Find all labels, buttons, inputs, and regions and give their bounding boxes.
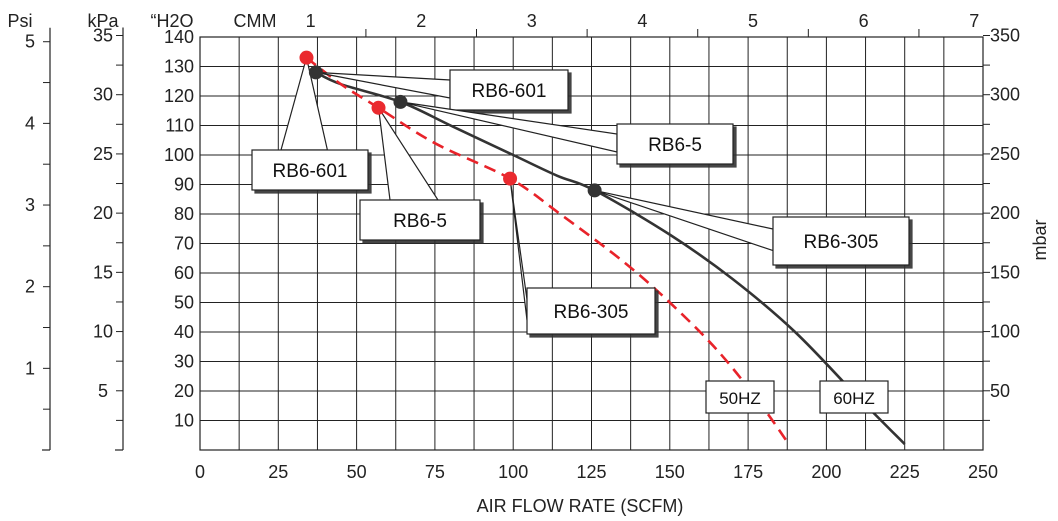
h2o-tick-label: 40 (174, 322, 194, 342)
psi-tick-label: 3 (25, 195, 35, 215)
marker-point (393, 94, 408, 109)
callout-label: RB6-601 (273, 161, 348, 182)
marker-point (308, 65, 323, 80)
kpa-axis-title: kPa (87, 11, 119, 31)
x-tick-label: 225 (890, 462, 920, 482)
cmm-tick-label: 7 (969, 11, 979, 31)
h2o-tick-label: 120 (164, 86, 194, 106)
mbar-tick-label: 100 (990, 322, 1020, 342)
h2o-tick-label: 130 (164, 57, 194, 77)
x-tick-label: 250 (968, 462, 998, 482)
cmm-tick-label: 1 (306, 11, 316, 31)
cmm-axis-title: CMM (234, 11, 277, 31)
callout-pointer (594, 189, 774, 252)
callouts (251, 57, 910, 414)
mbar-tick-label: 200 (990, 203, 1020, 223)
callout-label: RB6-5 (648, 135, 702, 156)
cmm-tick-label: 6 (859, 11, 869, 31)
series-legend-box (705, 380, 775, 414)
x-tick-label: 0 (195, 462, 205, 482)
h2o-tick-label: 50 (174, 293, 194, 313)
mbar-tick-label: 50 (990, 381, 1010, 401)
psi-tick-label: 2 (25, 277, 35, 297)
psi-axis-title: Psi (7, 11, 32, 31)
markers (299, 50, 602, 198)
marker-point (503, 171, 518, 186)
h2o-tick-label: 20 (174, 381, 194, 401)
callout-label: RB6-305 (804, 232, 879, 253)
callout-box (772, 216, 910, 266)
cmm-tick-label: 2 (416, 11, 426, 31)
kpa-tick-label: 15 (93, 262, 113, 282)
kpa-tick-label: 5 (98, 381, 108, 401)
mbar-tick-label: 350 (990, 25, 1020, 45)
x-tick-label: 125 (576, 462, 606, 482)
psi-tick-label: 4 (25, 113, 35, 133)
kpa-tick-label: 10 (93, 322, 113, 342)
h2o-axis-title: “H2O (150, 11, 193, 31)
x-tick-label: 75 (425, 462, 445, 482)
axes (42, 27, 990, 451)
x-axis-title: AIR FLOW RATE (SCFM) (477, 496, 684, 516)
callout-pointer (509, 178, 528, 321)
psi-tick-label: 1 (25, 358, 35, 378)
marker-point (587, 183, 602, 198)
mbar-axis-title: mbar (1030, 219, 1050, 260)
series-legend-label: 50HZ (719, 389, 761, 408)
h2o-tick-label: 70 (174, 234, 194, 254)
kpa-tick-label: 25 (93, 144, 113, 164)
mbar-tick-label: 250 (990, 144, 1020, 164)
plot-frame (199, 36, 984, 451)
x-tick-label: 200 (811, 462, 841, 482)
callout-label: RB6-305 (554, 302, 629, 323)
callout-pointer (315, 71, 451, 99)
series-line-50hz (305, 56, 790, 445)
h2o-tick-label: 80 (174, 204, 194, 224)
series-legend-box (819, 380, 889, 414)
kpa-tick-label: 30 (93, 85, 113, 105)
marker-point (299, 50, 314, 65)
x-tick-label: 50 (347, 462, 367, 482)
h2o-tick-label: 140 (164, 27, 194, 47)
x-tick-label: 25 (268, 462, 288, 482)
callout-box (449, 69, 569, 111)
callout-box (359, 199, 481, 241)
x-tick-label: 100 (498, 462, 528, 482)
callout-box (616, 123, 734, 165)
cmm-tick-label: 4 (637, 11, 647, 31)
kpa-tick-label: 20 (93, 203, 113, 223)
cmm-tick-label: 5 (748, 11, 758, 31)
h2o-tick-label: 30 (174, 352, 194, 372)
callout-label: RB6-601 (472, 81, 547, 102)
callout-box (251, 149, 369, 191)
callout-label: RB6-5 (393, 211, 447, 232)
kpa-tick-label: 35 (93, 25, 113, 45)
mbar-tick-label: 300 (990, 85, 1020, 105)
cmm-tick-label: 3 (527, 11, 537, 31)
series-legend-label: 60HZ (833, 389, 875, 408)
mbar-tick-label: 150 (990, 262, 1020, 282)
callout-box (526, 287, 656, 335)
h2o-tick-label: 90 (174, 175, 194, 195)
psi-tick-label: 5 (25, 32, 35, 52)
h2o-tick-label: 60 (174, 263, 194, 283)
callout-pointer (377, 107, 440, 201)
h2o-tick-label: 10 (174, 411, 194, 431)
x-tick-label: 175 (733, 462, 763, 482)
h2o-tick-label: 110 (165, 116, 194, 136)
h2o-tick-label: 100 (164, 145, 194, 165)
x-tick-label: 150 (655, 462, 685, 482)
marker-point (371, 100, 386, 115)
